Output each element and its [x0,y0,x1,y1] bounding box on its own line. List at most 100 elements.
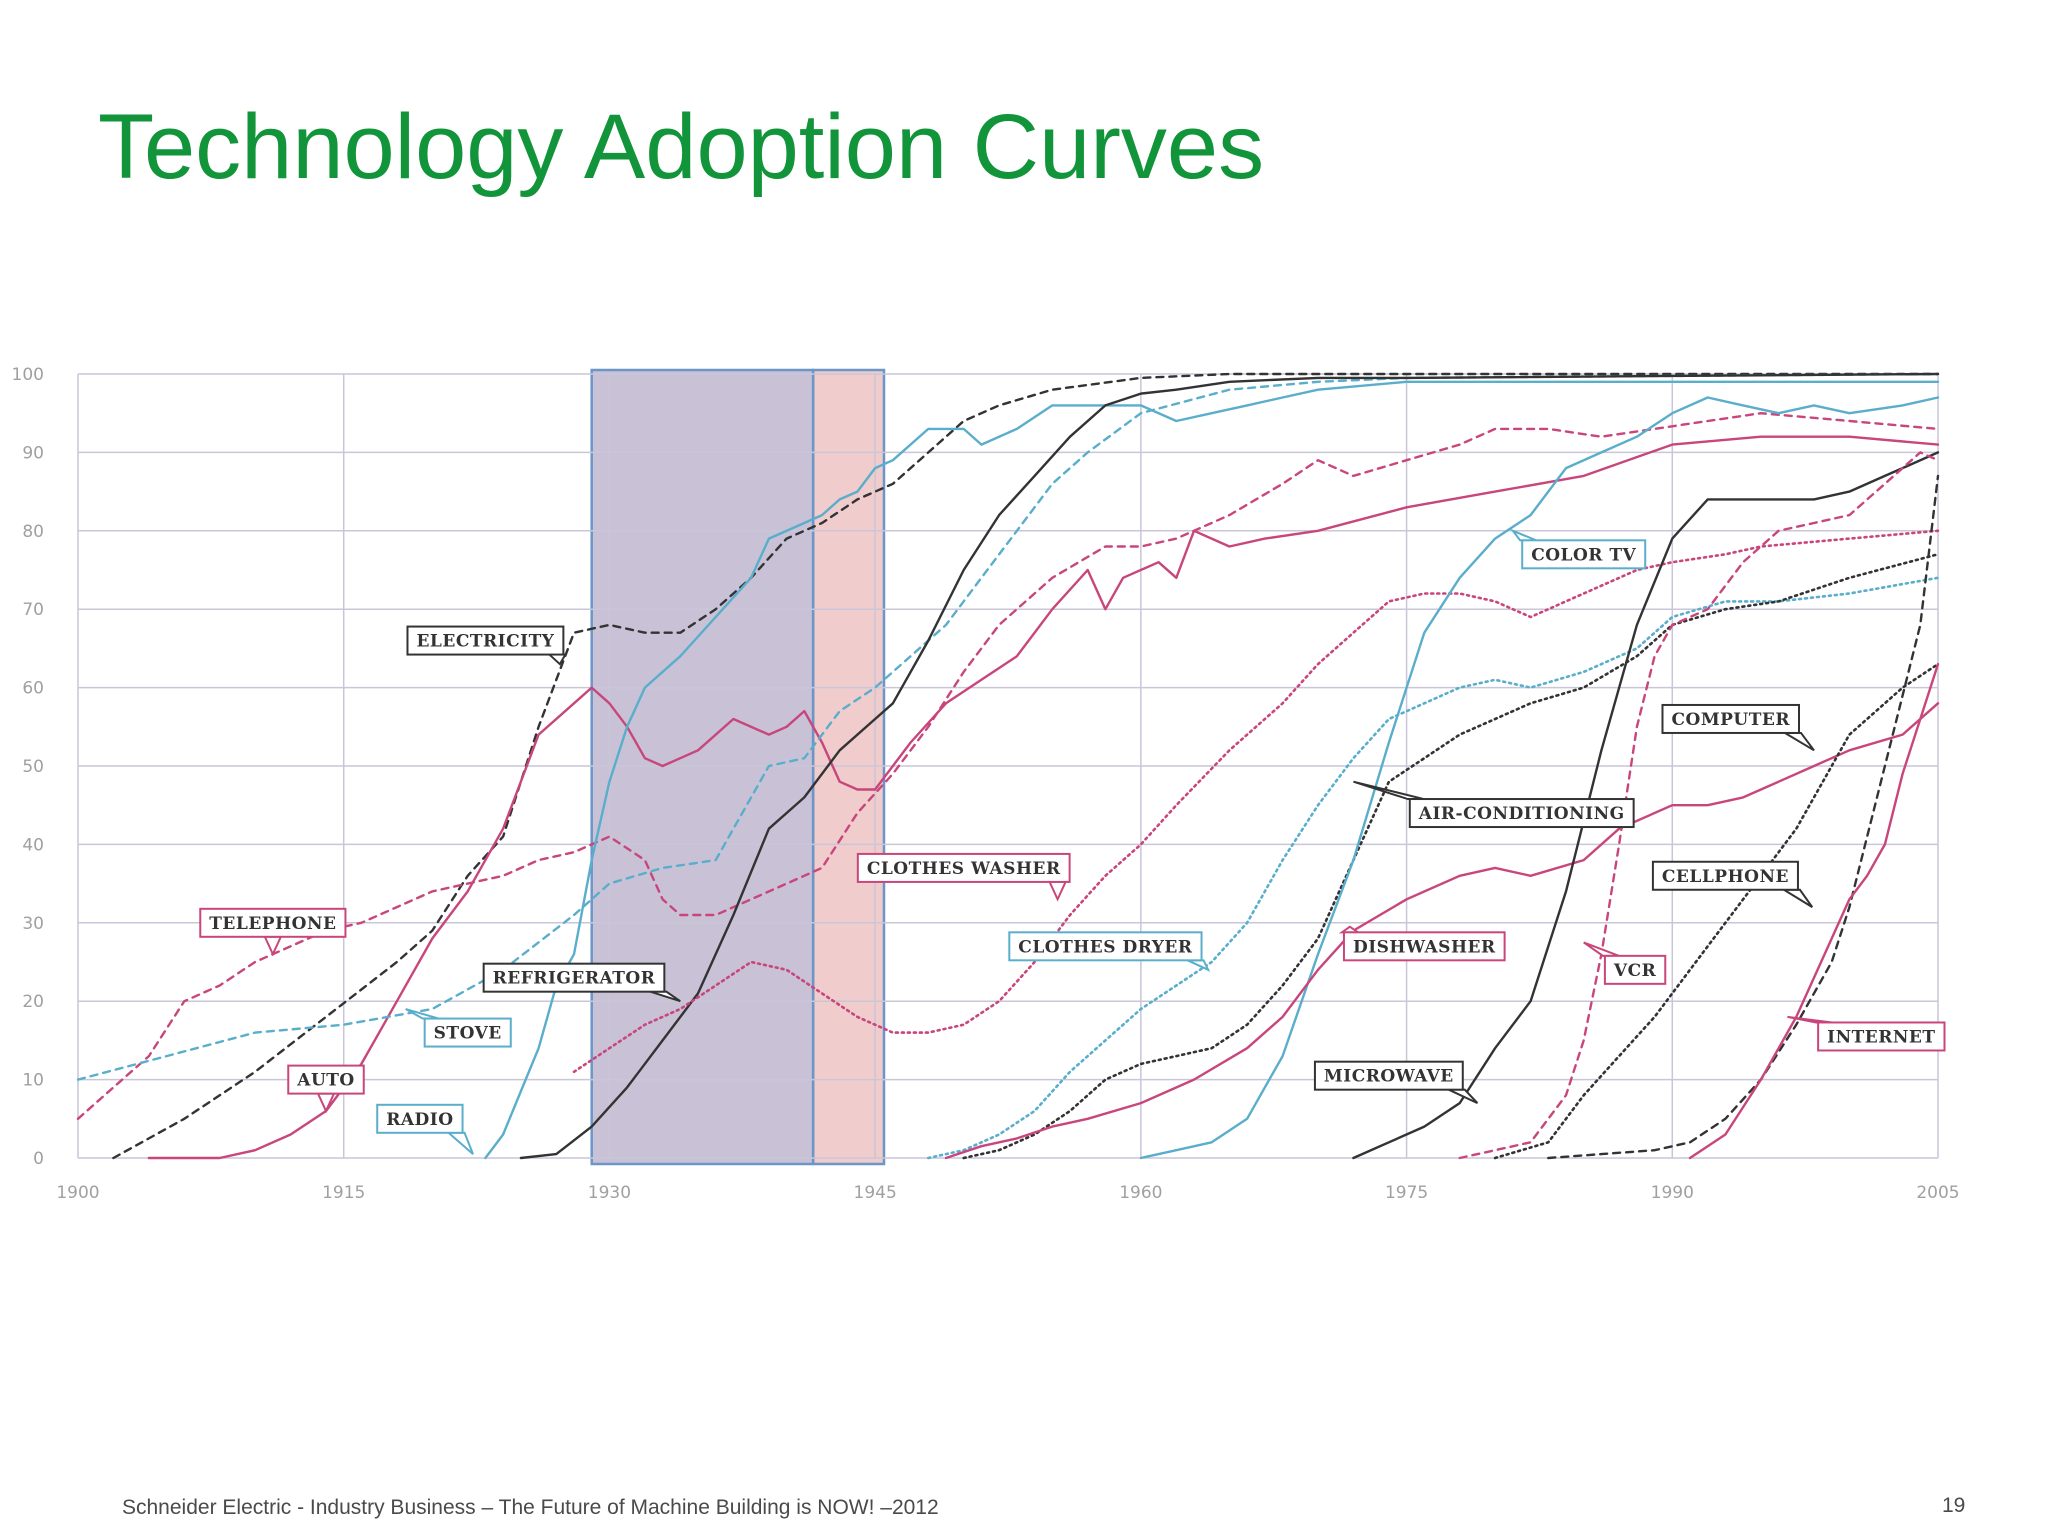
series-label-box-microwave [1313,1060,1464,1091]
series-label-box-internet [1817,1021,1946,1052]
series-label-text-computer: COMPUTER [1671,710,1790,730]
series-label-pointer-clothes-washer [1048,880,1068,902]
series-label-text-internet: INTERNET [1827,1027,1935,1047]
series-line-electricity [112,372,1940,1160]
y-tick-label-10: 10 [22,1071,44,1091]
shaded-range-0 [590,368,815,1166]
series-label-vcr: VCR [1583,941,1667,985]
series-label-internet: INTERNET [1787,1015,1946,1052]
series-label-box-vcr [1603,954,1667,985]
series-label-box-auto [287,1064,365,1095]
series-label-text-clothes-dryer: CLOTHES DRYER [1018,937,1193,957]
series-label-microwave: MICROWAVE [1313,1060,1479,1105]
axis-ticks: 0 10 20 30 40 50 60 70 80 90 100 1900 1915 1930 1945 19… [12,365,1960,1203]
y-tick-label-0: 0 [33,1149,44,1169]
series-line-clothes-washer [572,529,1940,1074]
series-label-stove: STOVE [405,1008,512,1048]
y-tick-label-20: 20 [22,992,44,1012]
adoption-chart: 0 10 20 30 40 50 60 70 80 90 100 1900 1915 1930 1945 19… [12,365,1960,1203]
y-tick-label-100: 100 [12,365,44,385]
x-tick-label-1990: 1990 [1651,1183,1694,1203]
series-label-text-microwave: MICROWAVE [1324,1067,1454,1087]
shaded-bands [590,368,886,1166]
series-line-internet [1688,662,1940,1160]
series-line-stove [76,372,1940,1081]
y-tick-label-50: 50 [22,757,44,777]
series-label-pointer-clothes-dryer [1187,959,1211,972]
series-label-box-radio [376,1103,464,1134]
series-label-color-tv: COLOR TV [1509,528,1647,570]
slide-title: Technology Adoption Curves [98,96,1265,198]
y-tick-label-90: 90 [22,443,44,463]
series-line-microwave [1352,451,1940,1160]
series-label-text-telephone: TELEPHONE [209,914,336,934]
series-lines [76,372,1940,1160]
series-label-box-electricity [406,625,565,656]
series-label-pointer-cellphone [1780,888,1814,908]
series-label-computer: COMPUTER [1661,703,1815,752]
grid [77,373,1939,1159]
series-label-box-clothes-dryer [1008,931,1203,962]
series-line-computer [1493,662,1940,1160]
x-tick-label-1960: 1960 [1119,1183,1162,1203]
x-tick-label-1975: 1975 [1385,1183,1428,1203]
series-line-vcr [1458,451,1940,1160]
series-label-pointer-color-tv [1509,528,1537,542]
series-label-text-auto: AUTO [296,1071,354,1091]
series-labels: ELECTRICITY TELEPHONE AUTO STOVE RADIO REFRIG… [199,528,1946,1155]
shaded-range-1 [811,368,886,1166]
series-label-electricity: ELECTRICITY [406,625,568,666]
series-label-text-air-conditioning: AIR-CONDITIONING [1418,804,1625,824]
series-label-text-refrigerator: REFRIGERATOR [493,969,656,989]
y-tick-label-70: 70 [22,600,44,620]
x-tick-label-1900: 1900 [56,1183,99,1203]
series-label-text-stove: STOVE [434,1024,502,1044]
series-label-text-cellphone: CELLPHONE [1662,867,1789,887]
series-label-pointer-vcr [1583,941,1620,957]
series-label-text-radio: RADIO [386,1110,453,1130]
series-line-clothes-dryer [927,576,1940,1160]
series-label-box-air-conditioning [1408,798,1635,829]
series-label-clothes-washer: CLOTHES WASHER [856,852,1071,902]
x-tick-label-1945: 1945 [854,1183,897,1203]
series-label-pointer-computer [1781,731,1815,752]
y-tick-label-80: 80 [22,522,44,542]
series-label-text-clothes-washer: CLOTHES WASHER [867,859,1061,879]
series-label-box-cellphone [1651,860,1799,891]
series-label-box-computer [1661,703,1801,734]
x-tick-label-1930: 1930 [588,1183,631,1203]
series-label-box-refrigerator [482,962,666,993]
series-label-text-dishwasher: DISHWASHER [1353,937,1496,957]
series-label-dishwasher: DISHWASHER [1338,925,1506,962]
series-line-radio [484,380,1940,1160]
x-tick-label-2005: 2005 [1916,1183,1959,1203]
series-label-pointer-radio [445,1131,474,1155]
series-line-auto [147,435,1940,1160]
series-label-box-clothes-washer [856,852,1071,883]
series-label-box-color-tv [1521,539,1647,570]
y-tick-label-40: 40 [22,835,44,855]
series-line-cellphone [1547,474,1940,1160]
series-label-box-stove [423,1017,512,1048]
series-label-auto: AUTO [287,1064,365,1114]
series-label-text-vcr: VCR [1613,961,1657,981]
series-line-refrigerator [519,372,1940,1160]
footer-text: Schneider Electric - Industry Business –… [122,1496,939,1519]
series-label-air-conditioning: AIR-CONDITIONING [1353,780,1635,829]
series-label-text-color-tv: COLOR TV [1531,545,1636,565]
series-line-color-tv [1139,396,1940,1160]
series-label-cellphone: CELLPHONE [1651,860,1814,908]
series-label-text-electricity: ELECTRICITY [416,632,554,652]
series-line-dishwasher [944,702,1940,1160]
series-label-box-dishwasher [1342,931,1506,962]
page-number: 19 [1942,1494,1966,1517]
y-tick-label-30: 30 [22,914,44,934]
series-label-radio: RADIO [376,1103,474,1155]
x-tick-label-1915: 1915 [322,1183,365,1203]
series-label-pointer-microwave [1448,1088,1479,1105]
series-label-refrigerator: REFRIGERATOR [482,962,681,1003]
series-label-clothes-dryer: CLOTHES DRYER [1008,931,1211,972]
y-tick-label-60: 60 [22,679,44,699]
series-label-box-telephone [199,907,347,938]
series-label-telephone: TELEPHONE [199,907,347,957]
